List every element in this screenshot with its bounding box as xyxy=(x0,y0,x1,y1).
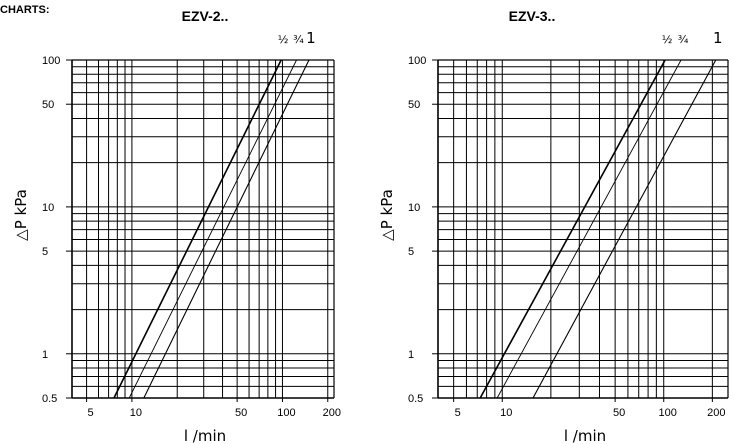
x-tick-label: 100 xyxy=(659,407,677,419)
y-tick-label: 5 xyxy=(408,246,414,258)
x-tick-label: 200 xyxy=(323,407,341,419)
y-tick-label: 100 xyxy=(408,55,426,67)
y-tick-label: 100 xyxy=(42,55,60,67)
chart-1: EZV-2.. 100 50 10 5 1 0.5 5 10 50 100 200 l /min △P k… xyxy=(12,8,341,444)
series-label-2: ¾ xyxy=(678,33,689,46)
series-line-3 xyxy=(532,59,717,399)
y-tick-label: 50 xyxy=(42,99,54,111)
y-tick-label: 10 xyxy=(408,202,420,214)
y-axis-label: △P kPa xyxy=(12,189,30,241)
series-line-2 xyxy=(128,59,297,399)
y-tick-label: 50 xyxy=(408,99,420,111)
y-tick-label: 1 xyxy=(42,349,48,361)
series-label-2: ¾ xyxy=(293,33,304,46)
x-tick-label: 5 xyxy=(88,407,94,419)
y-tick-label: 0.5 xyxy=(42,393,57,405)
series-label-3: 1 xyxy=(713,29,723,47)
y-tick-label: 5 xyxy=(42,246,48,258)
grid xyxy=(72,60,334,398)
x-axis-label: l /min xyxy=(564,427,606,444)
page-label: CHARTS: xyxy=(0,4,50,16)
chart-title: EZV-3.. xyxy=(509,8,556,24)
x-tick-label: 200 xyxy=(707,407,725,419)
series-line-1 xyxy=(113,59,282,399)
x-tick-label: 50 xyxy=(613,407,625,419)
x-tick-label: 5 xyxy=(455,407,461,419)
x-axis-label: l /min xyxy=(184,427,226,444)
series-label-1: ½ xyxy=(662,33,673,46)
chart-title: EZV-2.. xyxy=(182,8,229,24)
series-line-2 xyxy=(496,59,682,399)
x-tick-label: 10 xyxy=(130,407,142,419)
y-tick-label: 0.5 xyxy=(408,393,423,405)
x-tick-label: 50 xyxy=(235,407,247,419)
y-tick-label: 1 xyxy=(408,349,414,361)
y-axis-label: △P kPa xyxy=(378,189,396,241)
chart-2: EZV-3.. 100 50 10 5 1 0.5 5 10 50 100 200 l /min △P k… xyxy=(378,8,729,444)
series-label-1: ½ xyxy=(278,33,289,46)
series-line-1 xyxy=(479,59,666,399)
y-tick-label: 10 xyxy=(42,202,54,214)
series-label-3: 1 xyxy=(306,29,316,47)
series-line-3 xyxy=(143,59,310,399)
grid xyxy=(438,60,728,398)
x-tick-label: 100 xyxy=(277,407,295,419)
x-tick-label: 10 xyxy=(500,407,512,419)
